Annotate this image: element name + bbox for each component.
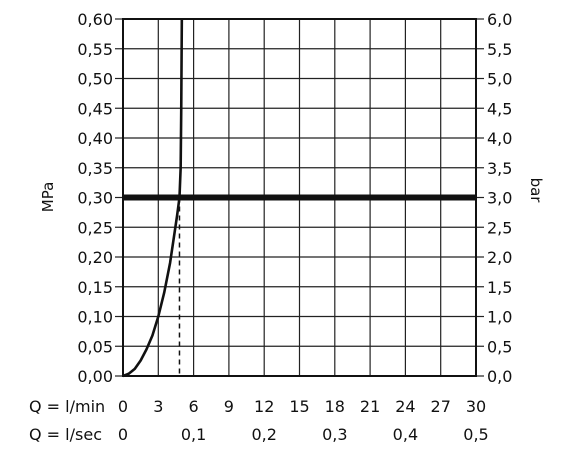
plot-area [122, 18, 476, 378]
y-right-axis-title: bar [527, 178, 545, 204]
x-tick-label-lsec: 0,3 [322, 425, 347, 444]
x-tick-label-lmin: 21 [360, 397, 380, 416]
y-left-axis-title: MPa [39, 182, 57, 213]
y-right-tick-label: 4,0 [487, 129, 512, 148]
y-right-tick-label: 3,0 [487, 189, 512, 208]
x-tick-label-lsec: 0,1 [181, 425, 206, 444]
x-tick-label-lmin: 3 [153, 397, 163, 416]
y-right-tick-label: 6,0 [487, 10, 512, 29]
x-axis-title-lmin: Q = l/min [29, 397, 105, 416]
y-left-tick-label: 0,55 [77, 40, 113, 59]
x-axis-title-lsec: Q = l/sec [29, 425, 102, 444]
x-tick-label-lmin: 27 [431, 397, 451, 416]
y-left-tick-label: 0,10 [77, 308, 113, 327]
x-tick-label-lmin: 18 [325, 397, 345, 416]
x-tick-label-lmin: 9 [224, 397, 234, 416]
y-left-tick-label: 0,60 [77, 10, 113, 29]
y-left-tick-label: 0,15 [77, 278, 113, 297]
x-tick-label-lmin: 15 [289, 397, 309, 416]
x-tick-label-lsec: 0,4 [393, 425, 418, 444]
y-right-tick-label: 2,0 [487, 248, 512, 267]
y-right-tick-label: 1,0 [487, 308, 512, 327]
y-right-tick-label: 2,5 [487, 218, 512, 237]
x-tick-label-lmin: 30 [466, 397, 486, 416]
y-left-tick-label: 0,45 [77, 99, 113, 118]
x-tick-label-lsec: 0,5 [463, 425, 488, 444]
y-right-tick-label: 3,5 [487, 159, 512, 178]
y-right-tick-label: 5,5 [487, 40, 512, 59]
x-tick-label-lsec: 0,2 [251, 425, 276, 444]
y-left-tick-label: 0,20 [77, 248, 113, 267]
y-left-tick-label: 0,05 [77, 337, 113, 356]
x-tick-label-lsec: 0 [118, 425, 128, 444]
x-tick-label-lmin: 6 [189, 397, 199, 416]
y-left-tick-label: 0,50 [77, 70, 113, 89]
tick-labels: 0,00 0,00,05 0,50,10 1,00,15 1,50,20 2,00,25 2… [77, 10, 512, 444]
y-left-tick-label: 0,30 [77, 189, 113, 208]
y-left-tick-label: 0,00 [77, 367, 113, 386]
x-tick-label-lmin: 24 [395, 397, 415, 416]
y-right-tick-label: 1,5 [487, 278, 512, 297]
flow-curve [122, 18, 184, 378]
y-left-tick-label: 0,40 [77, 129, 113, 148]
y-right-tick-label: 0,0 [487, 367, 512, 386]
y-left-tick-label: 0,25 [77, 218, 113, 237]
y-right-tick-label: 5,0 [487, 70, 512, 89]
y-right-tick-label: 0,5 [487, 337, 512, 356]
x-tick-label-lmin: 12 [254, 397, 274, 416]
x-tick-label-lmin: 0 [118, 397, 128, 416]
y-left-tick-label: 0,35 [77, 159, 113, 178]
y-right-tick-label: 4,5 [487, 99, 512, 118]
